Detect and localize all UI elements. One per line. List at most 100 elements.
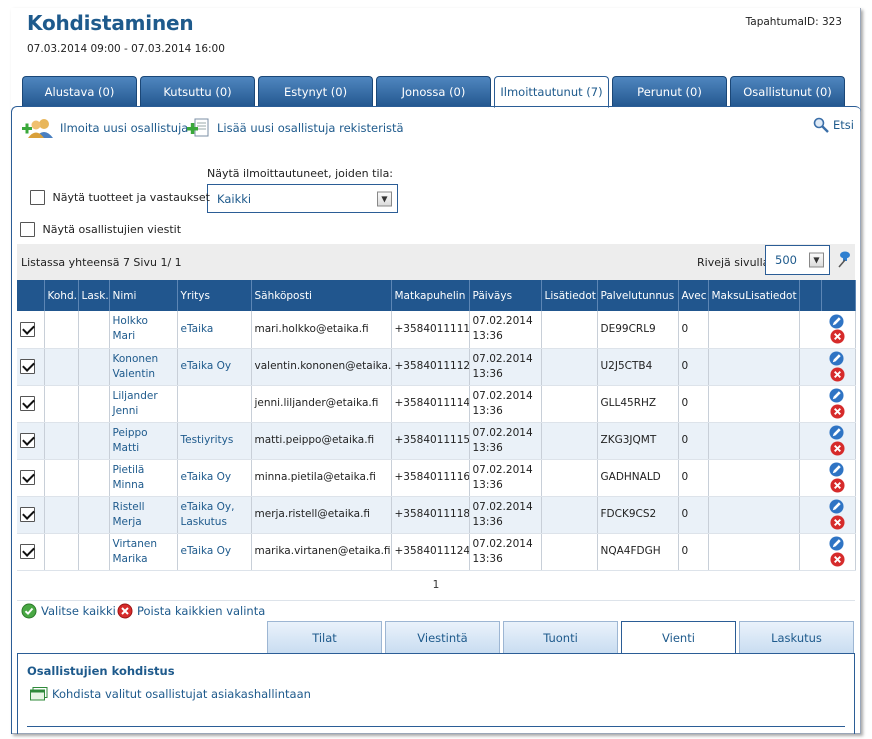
extra-info-cell bbox=[541, 385, 598, 423]
edit-icon[interactable] bbox=[829, 351, 844, 366]
col-sahkoposti[interactable]: Sähköposti bbox=[251, 280, 392, 311]
edit-icon[interactable] bbox=[829, 314, 844, 329]
col-matkapuhelin[interactable]: Matkapuhelin bbox=[391, 280, 470, 311]
show-products-toggle[interactable]: Näytä tuotteet ja vastaukset bbox=[30, 190, 210, 205]
participants-table: Kohd. Lask. Nimi Yritys Sähköposti Matka… bbox=[17, 280, 856, 601]
clear-selection-button[interactable]: Poista kaikkien valinta bbox=[117, 603, 265, 619]
tab-kutsuttu[interactable]: Kutsuttu (0) bbox=[140, 76, 255, 107]
tab-viestinta[interactable]: Viestintä bbox=[385, 621, 500, 653]
col-kohd[interactable]: Kohd. bbox=[44, 280, 79, 311]
tab-jonossa[interactable]: Jonossa (0) bbox=[376, 76, 491, 107]
tab-alustava[interactable]: Alustava (0) bbox=[22, 76, 137, 107]
panel-heading: Osallistujien kohdistus bbox=[27, 664, 175, 678]
add-from-registry-button[interactable]: Lisää uusi osallistuja rekisteristä bbox=[187, 118, 404, 138]
tab-estynyt[interactable]: Estynyt (0) bbox=[258, 76, 373, 107]
status-filter-value: Kaikki bbox=[217, 191, 252, 206]
email-cell: jenni.liljander@etaika.fi bbox=[251, 385, 392, 423]
col-avec[interactable]: Avec bbox=[678, 280, 709, 311]
company-link[interactable] bbox=[177, 385, 252, 423]
col-palvelutunnus[interactable]: Palvelutunnus bbox=[597, 280, 679, 311]
edit-cell bbox=[799, 496, 821, 534]
add-participant-button[interactable]: Ilmoita uusi osallistuja bbox=[22, 118, 188, 138]
col-lisatiedot[interactable]: Lisätiedot bbox=[541, 280, 598, 311]
col-maksulisatiedot[interactable]: MaksuLisatiedot bbox=[708, 280, 800, 311]
tab-osallistunut[interactable]: Osallistunut (0) bbox=[730, 76, 845, 107]
lask-cell bbox=[78, 422, 110, 460]
edit-icon[interactable] bbox=[829, 425, 844, 440]
date-cell: 07.02.2014 13:36 bbox=[469, 496, 542, 534]
table-row[interactable]: Ristell Merja eTaika Oy, Laskutus merja.ri… bbox=[17, 496, 856, 534]
delete-icon[interactable] bbox=[830, 403, 845, 419]
delete-icon[interactable] bbox=[830, 366, 845, 382]
table-row[interactable]: Virtanen Marika eTaika Oy marika.virtanen@… bbox=[17, 533, 856, 571]
tab-tuonti[interactable]: Tuonti bbox=[503, 621, 618, 653]
date-cell: 07.02.2014 13:36 bbox=[469, 533, 542, 571]
name-link[interactable]: Ristell Merja bbox=[109, 496, 178, 534]
company-link[interactable]: eTaika Oy, Laskutus bbox=[177, 496, 252, 534]
clear-selection-label: Poista kaikkien valinta bbox=[137, 604, 266, 618]
tab-panel bbox=[11, 106, 861, 734]
search-button[interactable]: Etsi bbox=[813, 117, 854, 133]
edit-cell bbox=[799, 459, 821, 497]
table-row[interactable]: Pietilä Minna eTaika Oy minna.pietila@etai… bbox=[17, 459, 856, 497]
payment-info-cell bbox=[708, 422, 800, 460]
tab-ilmoittautunut[interactable]: Ilmoittautunut (7) bbox=[494, 76, 609, 108]
table-row[interactable]: Kononen Valentin eTaika Oy valentin.konone… bbox=[17, 348, 856, 386]
name-link[interactable]: Pietilä Minna bbox=[109, 459, 178, 497]
select-all-button[interactable]: Valitse kaikki bbox=[21, 603, 116, 619]
name-link[interactable]: Peippo Matti bbox=[109, 422, 178, 460]
edit-icon[interactable] bbox=[829, 499, 844, 514]
chevron-down-icon: ▼ bbox=[377, 191, 392, 206]
col-lask[interactable]: Lask. bbox=[78, 280, 110, 311]
show-messages-checkbox[interactable] bbox=[20, 222, 35, 237]
page-title: Kohdistaminen bbox=[27, 11, 194, 35]
delete-icon[interactable] bbox=[830, 551, 845, 567]
row-checkbox[interactable] bbox=[20, 395, 35, 411]
assign-to-crm-button[interactable]: Kohdista valitut osallistujat asiakashal… bbox=[30, 687, 311, 701]
row-checkbox[interactable] bbox=[20, 321, 35, 337]
row-checkbox[interactable] bbox=[20, 358, 35, 374]
row-checkbox[interactable] bbox=[20, 543, 35, 559]
pager[interactable]: 1 bbox=[17, 570, 855, 601]
status-filter-select[interactable]: Kaikki ▼ bbox=[207, 184, 398, 213]
edit-icon[interactable] bbox=[829, 388, 844, 403]
company-link[interactable]: eTaika bbox=[177, 311, 252, 349]
table-row[interactable]: Peippo Matti Testiyritys matti.peippo@etai… bbox=[17, 422, 856, 460]
col-yritys[interactable]: Yritys bbox=[177, 280, 252, 311]
tab-laskutus[interactable]: Laskutus bbox=[739, 621, 854, 653]
company-link[interactable]: eTaika Oy bbox=[177, 459, 252, 497]
company-link[interactable]: eTaika Oy bbox=[177, 348, 252, 386]
tab-vienti[interactable]: Vienti bbox=[621, 621, 736, 654]
delete-icon[interactable] bbox=[830, 329, 845, 344]
tab-tilat[interactable]: Tilat bbox=[267, 621, 382, 653]
company-link[interactable]: Testiyritys bbox=[177, 422, 252, 460]
lask-cell bbox=[78, 459, 110, 497]
name-link[interactable]: Liljander Jenni bbox=[109, 385, 178, 423]
delete-icon[interactable] bbox=[830, 477, 845, 493]
table-header: Kohd. Lask. Nimi Yritys Sähköposti Matka… bbox=[17, 280, 856, 311]
pin-icon[interactable] bbox=[837, 250, 851, 268]
name-link[interactable]: Kononen Valentin bbox=[109, 348, 178, 386]
table-row[interactable]: Holkko Mari eTaika mari.holkko@etaika.fi +3… bbox=[17, 311, 856, 349]
rows-per-page-select[interactable]: 500 ▼ bbox=[765, 245, 830, 275]
edit-icon[interactable] bbox=[829, 462, 844, 477]
show-products-checkbox[interactable] bbox=[30, 190, 45, 205]
name-link[interactable]: Virtanen Marika bbox=[109, 533, 178, 571]
table-row[interactable]: Liljander Jenni jenni.liljander@etaika.fi… bbox=[17, 385, 856, 423]
row-checkbox[interactable] bbox=[20, 469, 35, 485]
row-checkbox[interactable] bbox=[20, 506, 35, 522]
edit-icon[interactable] bbox=[829, 536, 844, 551]
search-label: Etsi bbox=[833, 118, 854, 132]
col-paivays[interactable]: Päiväys bbox=[469, 280, 542, 311]
extra-info-cell bbox=[541, 422, 598, 460]
col-nimi[interactable]: Nimi bbox=[109, 280, 178, 311]
tab-perunut[interactable]: Perunut (0) bbox=[612, 76, 727, 107]
kohd-cell bbox=[44, 496, 79, 534]
delete-icon[interactable] bbox=[830, 440, 845, 456]
row-checkbox[interactable] bbox=[20, 432, 35, 448]
company-link[interactable]: eTaika Oy bbox=[177, 533, 252, 571]
show-messages-toggle[interactable]: Näytä osallistujien viestit bbox=[20, 222, 181, 237]
delete-circle-icon bbox=[117, 603, 133, 619]
delete-icon[interactable] bbox=[830, 514, 845, 530]
name-link[interactable]: Holkko Mari bbox=[109, 311, 178, 349]
